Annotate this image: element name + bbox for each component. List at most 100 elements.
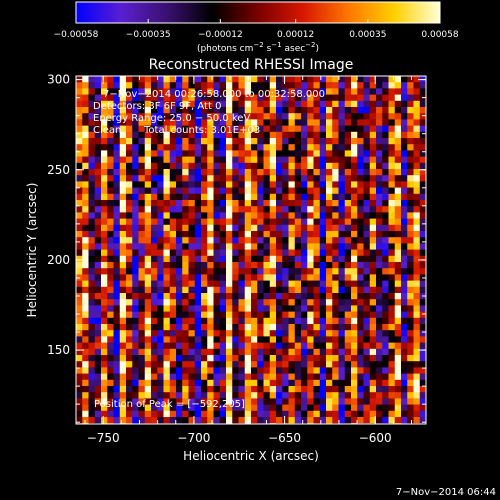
- heatmap-cell: [357, 88, 364, 95]
- heatmap-cell: [413, 94, 421, 102]
- heatmap-cell: [382, 169, 389, 176]
- heatmap-cell: [107, 119, 114, 126]
- heatmap-cell: [101, 206, 108, 213]
- heatmap-cell: [126, 193, 133, 201]
- heatmap-cell: [382, 231, 389, 238]
- heatmap-cell: [382, 311, 389, 319]
- heatmap-cell: [276, 386, 283, 393]
- heatmap-cell: [294, 231, 302, 238]
- heatmap-cell: [344, 299, 352, 306]
- heatmap-cell: [319, 386, 327, 393]
- heatmap-cell: [219, 249, 227, 257]
- heatmap-cell: [376, 379, 383, 387]
- heatmap-cell: [113, 317, 121, 325]
- heatmap-cell: [107, 286, 114, 294]
- heatmap-cell: [113, 404, 121, 412]
- heatmap-cell: [107, 293, 114, 300]
- heatmap-cell: [113, 355, 121, 362]
- heatmap-cell: [351, 392, 358, 399]
- heatmap-cell: [357, 200, 364, 207]
- heatmap-cell: [101, 218, 108, 226]
- heatmap-cell: [144, 299, 152, 306]
- heatmap-cell: [307, 398, 314, 405]
- heatmap-cell: [101, 175, 108, 182]
- heatmap-cell: [338, 237, 346, 244]
- heatmap-cell: [407, 82, 414, 89]
- heatmap-cell: [257, 156, 264, 164]
- heatmap-cell: [357, 94, 364, 102]
- heatmap-cell: [88, 392, 96, 399]
- heatmap-cell: [251, 324, 258, 331]
- heatmap-cell: [269, 286, 277, 294]
- heatmap-cell: [294, 224, 302, 232]
- heatmap-cell: [419, 131, 426, 139]
- heatmap-cell: [251, 336, 258, 343]
- heatmap-cell: [369, 131, 377, 139]
- heatmap-cell: [238, 138, 246, 145]
- heatmap-cell: [357, 299, 364, 306]
- heatmap-cell: [294, 367, 302, 374]
- heatmap-cell: [263, 237, 271, 244]
- heatmap-cell: [332, 355, 339, 362]
- heatmap-cell: [188, 330, 196, 337]
- heatmap-cell: [351, 324, 358, 331]
- heatmap-cell: [107, 156, 114, 164]
- heatmap-cell: [313, 373, 321, 381]
- heatmap-cell: [363, 100, 371, 108]
- heatmap-cell: [157, 392, 164, 399]
- heatmap-cell: [132, 392, 139, 399]
- heatmap-cell: [126, 249, 133, 257]
- heatmap-cell: [263, 193, 271, 201]
- heatmap-cell: [76, 169, 83, 176]
- heatmap-cell: [176, 311, 183, 319]
- heatmap-cell: [401, 82, 408, 89]
- heatmap-cell: [94, 255, 102, 263]
- heatmap-cell: [76, 243, 83, 250]
- heatmap-cell: [363, 138, 371, 145]
- heatmap-cell: [344, 398, 352, 405]
- heatmap-cell: [332, 82, 339, 89]
- heatmap-cell: [257, 293, 264, 300]
- heatmap-cell: [257, 348, 264, 356]
- heatmap-cell: [344, 262, 352, 269]
- heatmap-cell: [188, 187, 196, 195]
- heatmap-cell: [226, 317, 233, 325]
- heatmap-cell: [101, 144, 108, 151]
- heatmap-cell: [332, 330, 339, 337]
- heatmap-cell: [294, 262, 302, 269]
- heatmap-cell: [394, 255, 402, 263]
- heatmap-cell: [413, 212, 421, 219]
- heatmap-cell: [219, 144, 227, 151]
- heatmap-cell: [301, 231, 308, 238]
- heatmap-cell: [263, 286, 271, 294]
- heatmap-cell: [401, 373, 408, 381]
- heatmap-cell: [407, 392, 414, 399]
- heatmap-cell: [257, 355, 264, 362]
- heatmap-cell: [132, 305, 139, 312]
- heatmap-cell: [382, 218, 389, 226]
- heatmap-cell: [307, 181, 314, 188]
- heatmap-cell: [257, 200, 264, 207]
- heatmap-cell: [257, 398, 264, 405]
- heatmap-cell: [107, 255, 114, 263]
- heatmap-cell: [76, 193, 83, 201]
- y-tick-label: 300: [47, 73, 70, 87]
- heatmap-cell: [376, 355, 383, 362]
- heatmap-cell: [351, 107, 358, 114]
- heatmap-cell: [232, 286, 239, 294]
- heatmap-cell: [257, 404, 264, 412]
- heatmap-cell: [288, 274, 296, 281]
- heatmap-cell: [94, 361, 102, 368]
- heatmap-cell: [301, 255, 308, 263]
- heatmap-cell: [313, 392, 321, 399]
- heatmap-cell: [338, 200, 346, 207]
- heatmap-cell: [407, 348, 414, 356]
- heatmap-cell: [213, 373, 221, 381]
- heatmap-cell: [407, 131, 414, 139]
- heatmap-cell: [163, 119, 171, 126]
- heatmap-cell: [276, 181, 283, 188]
- heatmap-cell: [269, 237, 277, 244]
- heatmap-cell: [351, 243, 358, 250]
- heatmap-cell: [126, 386, 133, 393]
- heatmap-cell: [101, 361, 108, 368]
